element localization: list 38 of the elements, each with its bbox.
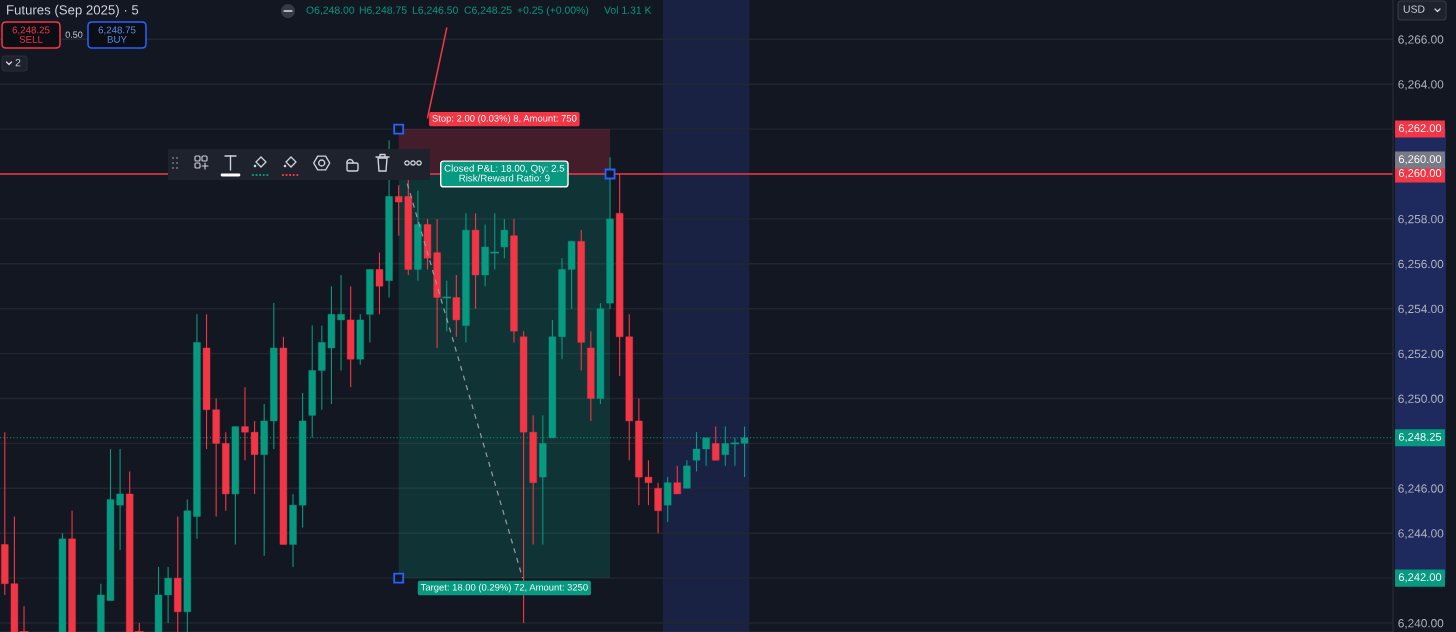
annotation: 6,248.25 SELL [12,26,50,43]
annotation: C6,248.25 [464,6,512,16]
annotation: 2 [15,58,21,67]
text: 6,260.00 [1398,155,1442,165]
text: 6,262.00 [1398,124,1442,134]
ref-line-label: 6,260.00 [1398,169,1442,179]
text: 6,242.00 [1398,573,1442,583]
candlestick [500,218,509,259]
y-tick-label: 6,252.00 [1398,349,1444,360]
y-tick-label: 6,250.00 [1398,394,1444,405]
annotation: 6,248.75 BUY [98,26,136,43]
candlestick [375,252,384,315]
annotation: 0.50 [65,31,83,38]
ref-line-label: 6,248.25 [1398,432,1442,443]
y-tick-label: 6,254.00 [1398,304,1444,315]
y-tick-label: 6,246.00 [1398,484,1444,495]
annotation: H6,248.75 [359,6,407,16]
annotation: L6,246.50 [412,6,458,16]
y-tick-label: 6,240.00 [1398,619,1444,629]
band-label: Target: 18.00 (0.29%) 72, Amount: 3250 [420,583,588,593]
candlestick [654,482,662,534]
text: USD [1403,5,1425,13]
candlestick [683,459,691,489]
candlestick [673,465,681,495]
candlestick [712,426,720,461]
candlestick [664,476,672,523]
annotation: O6,248.00 [306,6,355,16]
candlestick [452,274,460,338]
y-tick-label: 6,244.00 [1398,529,1444,539]
y-tick-label: 6,264.00 [1398,80,1444,90]
chart-title: Futures (Sep 2025) · 5 [7,4,139,18]
annotation: Vol 1.31 K [604,6,652,14]
y-tick-label: 6,266.00 [1398,35,1444,46]
y-tick-label: 6,256.00 [1398,259,1444,270]
annotation: +0.25 (+0.00%) [517,6,589,16]
annotation: Closed P&L: 18.00, Qty: 2.5 Risk/Reward Ratio: 9 [444,164,565,182]
y-tick-label: 6,258.00 [1398,214,1444,225]
band-label: Stop: 2.00 (0.03%) 8, Amount: 750 [432,114,577,124]
